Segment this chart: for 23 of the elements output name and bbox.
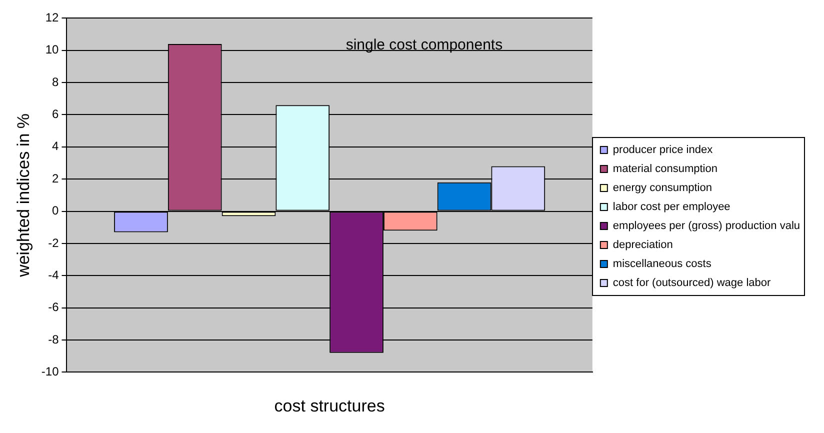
y-tick-label: 10 (45, 42, 60, 57)
legend-label: miscellaneous costs (612, 258, 712, 270)
y-tick-label: 0 (52, 204, 60, 218)
y-tick-label: -8 (48, 332, 60, 346)
legend-label: producer price index (612, 144, 714, 156)
legend-label: material consumption (612, 163, 718, 176)
legend-label: energy consumption (612, 182, 712, 194)
annotation: single cost components (346, 36, 503, 54)
y-tick-label: 6 (52, 107, 60, 122)
legend-label: labor cost per employee (612, 201, 730, 214)
y-tick-label: -4 (48, 268, 60, 282)
legend-label: employees per (gross) production valu (612, 220, 800, 232)
y-tick-label: 8 (52, 74, 60, 89)
y-tick-label: 2 (52, 171, 60, 186)
y-tick-label: -10 (41, 364, 60, 379)
y-axis-title: weighted indices in % (14, 113, 33, 278)
x-axis-title: cost structures (274, 396, 385, 416)
y-tick-label: 4 (52, 139, 60, 154)
legend-label: cost for (outsourced) wage labor (612, 277, 771, 290)
y-tick-label: 12 (45, 10, 60, 25)
y-tick-label: -6 (48, 300, 60, 314)
y-tick-label: -2 (48, 236, 60, 250)
legend-label: depreciation (612, 239, 673, 252)
